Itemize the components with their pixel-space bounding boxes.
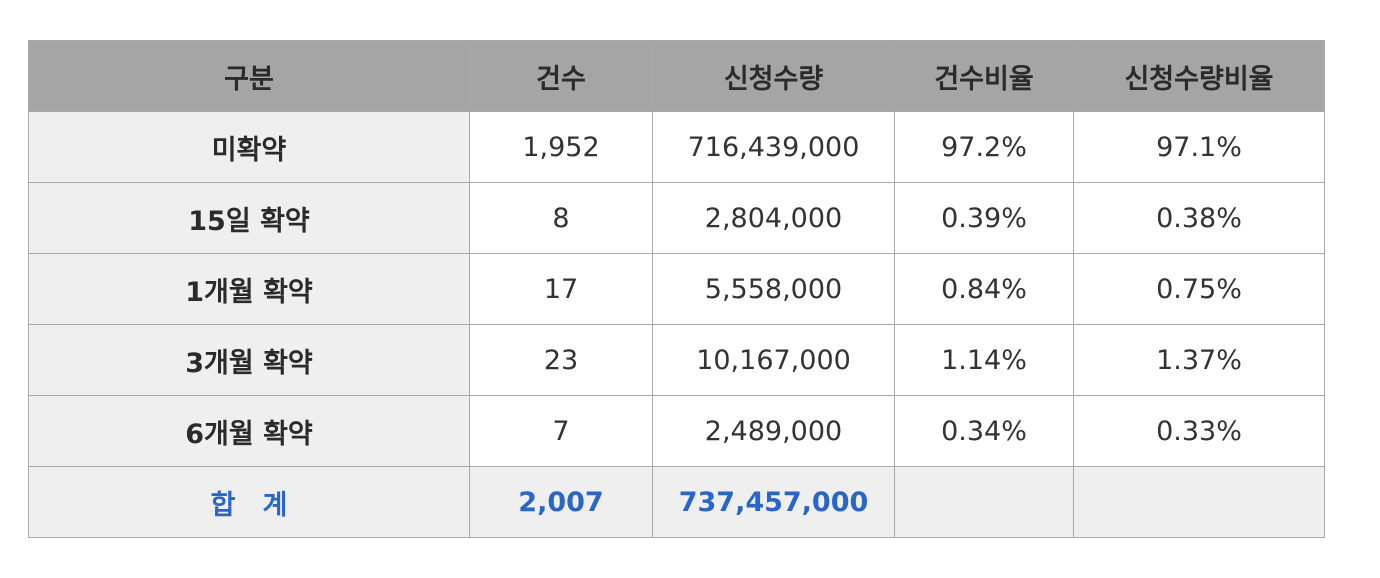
- row-label: 3개월 확약: [28, 324, 470, 396]
- row-label: 6개월 확약: [28, 395, 470, 467]
- cell-quantity: 5,558,000: [652, 253, 895, 325]
- header-quantity: 신청수량: [652, 40, 895, 112]
- table-header: 구분 건수 신청수량 건수비율 신청수량비율: [28, 40, 1325, 112]
- row-label: 미확약: [28, 111, 470, 183]
- total-label: 합 계: [28, 466, 470, 538]
- table-row: 15일 확약 8 2,804,000 0.39% 0.38%: [28, 182, 1325, 254]
- header-category: 구분: [28, 40, 470, 112]
- cell-count-ratio: 0.34%: [894, 395, 1074, 467]
- table-body: 미확약 1,952 716,439,000 97.2% 97.1% 15일 확약…: [28, 111, 1325, 538]
- row-label: 1개월 확약: [28, 253, 470, 325]
- total-count: 2,007: [469, 466, 653, 538]
- cell-quantity: 716,439,000: [652, 111, 895, 183]
- total-quantity: 737,457,000: [652, 466, 895, 538]
- cell-count: 1,952: [469, 111, 653, 183]
- cell-quantity-ratio: 1.37%: [1073, 324, 1325, 396]
- total-count-ratio: [894, 466, 1074, 538]
- table-row: 3개월 확약 23 10,167,000 1.14% 1.37%: [28, 324, 1325, 396]
- cell-count-ratio: 0.84%: [894, 253, 1074, 325]
- cell-count: 17: [469, 253, 653, 325]
- cell-quantity-ratio: 97.1%: [1073, 111, 1325, 183]
- total-row: 합 계 2,007 737,457,000: [28, 466, 1325, 538]
- cell-count-ratio: 0.39%: [894, 182, 1074, 254]
- cell-count: 8: [469, 182, 653, 254]
- header-row: 구분 건수 신청수량 건수비율 신청수량비율: [28, 40, 1325, 112]
- header-quantity-ratio: 신청수량비율: [1073, 40, 1325, 112]
- cell-count: 23: [469, 324, 653, 396]
- cell-count-ratio: 97.2%: [894, 111, 1074, 183]
- header-count-ratio: 건수비율: [894, 40, 1074, 112]
- cell-quantity: 10,167,000: [652, 324, 895, 396]
- row-label: 15일 확약: [28, 182, 470, 254]
- lockup-subscription-table: 구분 건수 신청수량 건수비율 신청수량비율 미확약 1,952 716,439…: [28, 40, 1325, 538]
- table-row: 미확약 1,952 716,439,000 97.2% 97.1%: [28, 111, 1325, 183]
- cell-quantity-ratio: 0.75%: [1073, 253, 1325, 325]
- cell-quantity-ratio: 0.38%: [1073, 182, 1325, 254]
- total-quantity-ratio: [1073, 466, 1325, 538]
- header-count: 건수: [469, 40, 653, 112]
- cell-count: 7: [469, 395, 653, 467]
- cell-quantity: 2,489,000: [652, 395, 895, 467]
- table-row: 6개월 확약 7 2,489,000 0.34% 0.33%: [28, 395, 1325, 467]
- cell-quantity-ratio: 0.33%: [1073, 395, 1325, 467]
- cell-quantity: 2,804,000: [652, 182, 895, 254]
- cell-count-ratio: 1.14%: [894, 324, 1074, 396]
- table-row: 1개월 확약 17 5,558,000 0.84% 0.75%: [28, 253, 1325, 325]
